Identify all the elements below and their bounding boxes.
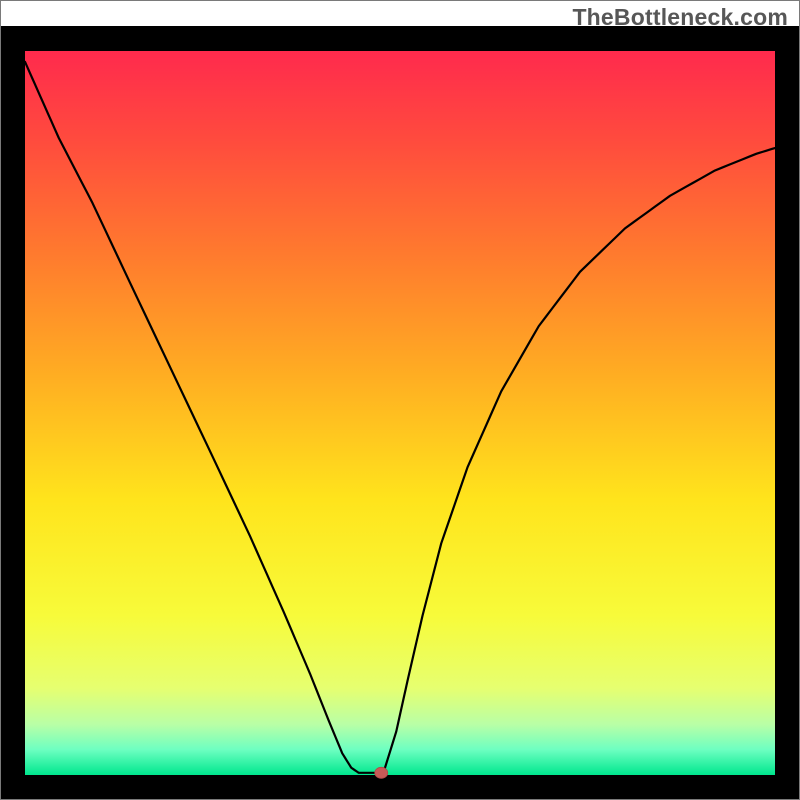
optimum-marker	[375, 767, 388, 778]
watermark-text: TheBottleneck.com	[572, 4, 788, 31]
plot-background	[25, 51, 775, 775]
chart-frame	[0, 0, 800, 800]
